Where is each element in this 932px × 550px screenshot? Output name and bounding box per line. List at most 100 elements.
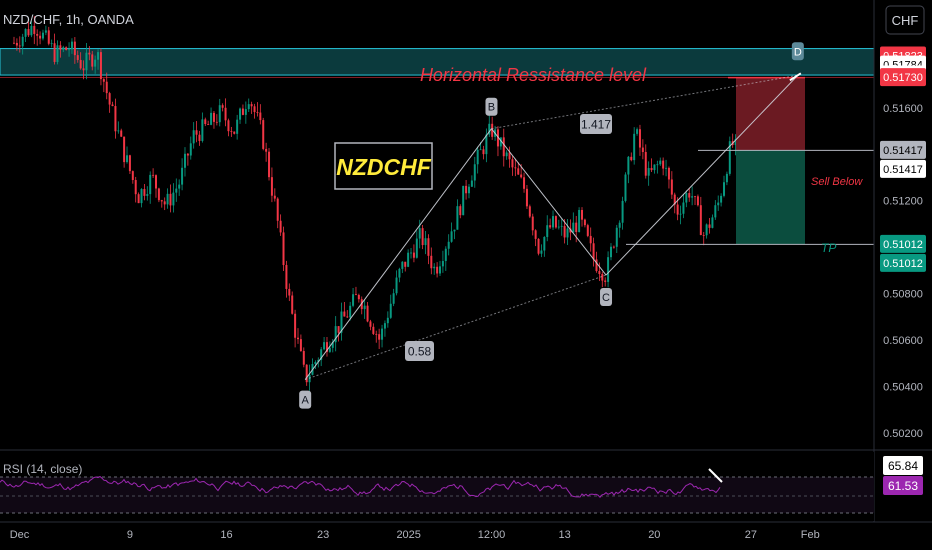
- harmonic-pattern[interactable]: [304, 72, 802, 381]
- resistance-label: Horizontal Ressistance level: [420, 65, 647, 85]
- candle-body: [227, 120, 230, 132]
- point-c-badge: [600, 288, 613, 307]
- candle-body: [667, 167, 670, 180]
- candle-body: [239, 108, 242, 120]
- sell-tp-zones[interactable]: [626, 76, 874, 245]
- candle-body: [149, 174, 152, 195]
- candle-body: [375, 333, 378, 335]
- candle-body: [247, 104, 250, 110]
- candle-body: [641, 147, 644, 153]
- candle-body: [244, 109, 247, 115]
- candle-body: [630, 156, 633, 161]
- candle-body: [633, 133, 636, 161]
- candle-body: [699, 205, 702, 236]
- price-badge: [880, 234, 926, 253]
- candle-body: [436, 266, 439, 274]
- candle-body: [427, 238, 430, 256]
- nzdchf-banner[interactable]: NZDCHF: [334, 142, 433, 190]
- candle-body: [586, 225, 589, 236]
- candle-body: [624, 174, 627, 201]
- leg-cd[interactable]: [605, 74, 799, 276]
- candle-body: [514, 167, 517, 169]
- candle-body: [363, 305, 366, 310]
- candle-body: [676, 204, 679, 215]
- candle-body: [88, 52, 91, 55]
- candle-body: [456, 206, 459, 230]
- candle-body: [140, 189, 143, 204]
- candle-body: [357, 294, 360, 300]
- candle-body: [537, 238, 540, 254]
- candle-body: [297, 337, 300, 340]
- candle-body: [70, 41, 73, 50]
- candle-body: [378, 334, 381, 340]
- candle-body: [717, 202, 720, 206]
- candle-body: [653, 164, 656, 171]
- candle-body: [79, 59, 82, 69]
- candle-body: [572, 222, 575, 233]
- candle-body: [612, 246, 615, 248]
- y-tick-label: 0.50600: [883, 335, 923, 347]
- candle-body: [320, 349, 323, 360]
- candle-body: [97, 52, 100, 60]
- candle-body: [685, 193, 688, 203]
- candle-body: [33, 25, 36, 34]
- take-profit-zone[interactable]: [736, 150, 805, 245]
- ratio-ac-label[interactable]: 0.58: [405, 341, 434, 361]
- leg-ab[interactable]: [304, 128, 492, 380]
- ratio-bd-label[interactable]: 1.417: [580, 114, 612, 134]
- candle-body: [459, 206, 462, 216]
- candle-body: [30, 25, 33, 36]
- candle-body: [241, 108, 244, 115]
- candle-body: [578, 210, 581, 232]
- candle-body: [488, 123, 491, 135]
- candle-body: [496, 129, 499, 147]
- candle-body: [552, 216, 555, 228]
- candle-body: [389, 303, 392, 318]
- sell-below-label: Sell Below: [811, 176, 863, 188]
- resistance-zone[interactable]: [0, 48, 875, 79]
- candle-body: [421, 228, 424, 246]
- rsi-label: RSI (14, close): [3, 462, 82, 476]
- rsi-line: [0, 475, 721, 498]
- time-axis[interactable]: Dec 9 16 23 2025 12:00 13 20 27 Feb: [0, 521, 932, 541]
- price-badge-value: 0.51730: [883, 72, 923, 84]
- candle-body: [453, 229, 456, 232]
- candle-body: [520, 174, 523, 178]
- price-axis[interactable]: 0.51600 0.51200 0.50800 0.50600 0.50400 0.502…: [873, 0, 926, 522]
- symbol-line[interactable]: NZD/CHF, 1h, OANDA: [3, 12, 134, 27]
- candle-body: [314, 361, 317, 364]
- point-b-badge: [485, 97, 498, 116]
- candle-body: [279, 220, 282, 233]
- candle-body: [120, 130, 123, 137]
- candle-body: [439, 266, 442, 274]
- candle-body: [369, 321, 372, 327]
- candle-body: [44, 30, 47, 33]
- stop-loss-zone[interactable]: [736, 77, 805, 151]
- candle-body: [146, 194, 149, 196]
- candle-body: [636, 129, 639, 134]
- currency-button[interactable]: CHF: [885, 5, 925, 35]
- candle-body: [725, 173, 728, 183]
- y-tick-label: 0.50400: [883, 382, 923, 394]
- candle-body: [250, 104, 253, 107]
- candle-body: [201, 119, 204, 141]
- candle-body: [465, 185, 468, 194]
- resistance-zone-box: [0, 48, 875, 76]
- candle-body: [82, 68, 85, 71]
- candle-body: [441, 261, 444, 267]
- price-badge-value: 0.51417: [883, 145, 923, 157]
- candle-body: [534, 230, 537, 239]
- candle-body: [401, 261, 404, 269]
- x-tick-label: Dec: [10, 529, 30, 541]
- candle-body: [670, 179, 673, 195]
- x-tick-label: 13: [558, 529, 570, 541]
- candle-body: [412, 252, 415, 258]
- rsi-value-white: 65.84: [888, 459, 918, 473]
- candle-body: [592, 243, 595, 260]
- diagonal-ac[interactable]: [305, 274, 607, 381]
- rsi-pane[interactable]: RSI (14, close) 65.84 61.53: [0, 452, 923, 521]
- x-tick-label: 16: [220, 529, 232, 541]
- leg-bc[interactable]: [491, 128, 607, 276]
- candle-body: [114, 106, 117, 132]
